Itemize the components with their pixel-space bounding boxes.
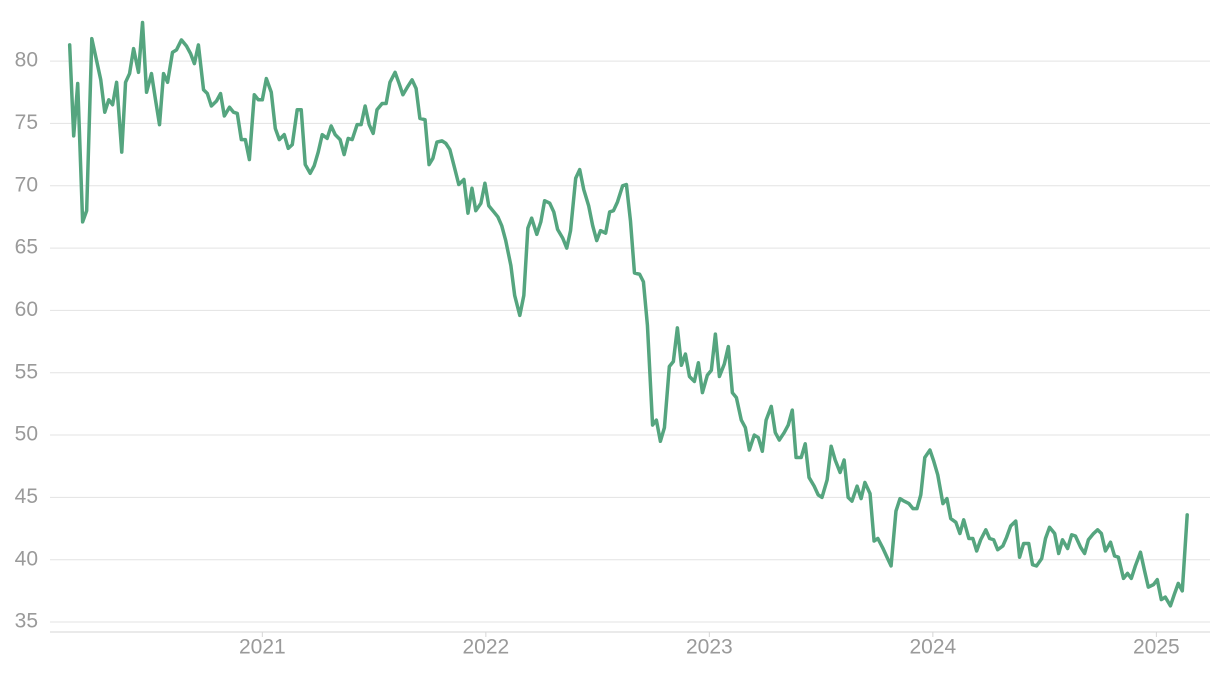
x-tick-label: 2021 (239, 636, 286, 659)
x-tick-label: 2023 (686, 636, 733, 659)
y-tick-label: 60 (15, 298, 38, 321)
y-tick-label: 45 (15, 485, 38, 508)
x-tick-label: 2024 (909, 636, 956, 659)
y-tick-label: 55 (15, 360, 38, 383)
y-tick-label: 40 (15, 547, 38, 570)
y-tick-label: 35 (15, 610, 38, 633)
y-tick-label: 65 (15, 236, 38, 259)
y-tick-label: 50 (15, 423, 38, 446)
y-tick-label: 80 (15, 49, 38, 72)
x-tick-label: 2025 (1133, 636, 1180, 659)
y-tick-label: 70 (15, 173, 38, 196)
y-tick-label: 75 (15, 111, 38, 134)
data-line (67, 20, 1189, 608)
x-tick-label: 2022 (462, 636, 509, 659)
